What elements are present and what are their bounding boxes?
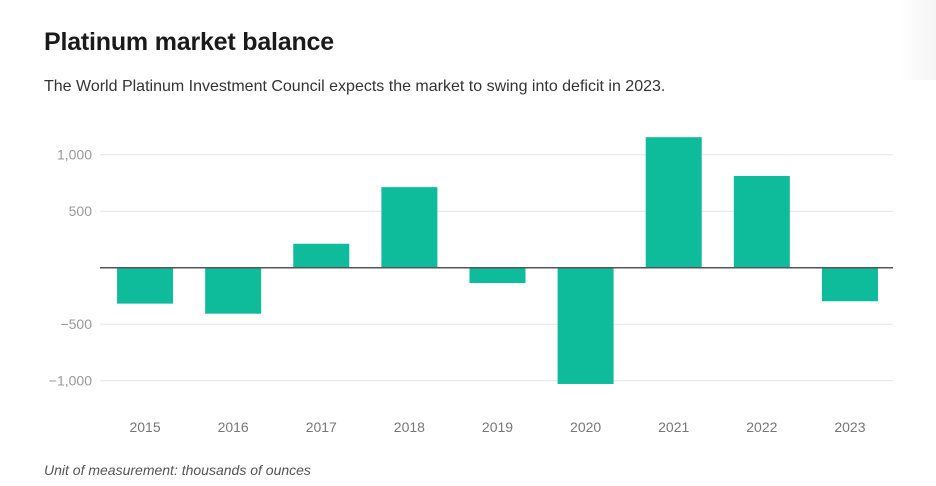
x-tick-label: 2015 [129,419,160,435]
bar-2019 [469,267,526,284]
y-axis-ticks: 1,000 500 −500 −1,000 [49,147,92,389]
bar-2021 [645,137,702,268]
x-tick-label: 2017 [306,419,337,435]
x-tick-label: 2018 [394,419,425,435]
chart-subtitle: The World Platinum Investment Council ex… [44,78,666,95]
y-tick-label: 1,000 [57,147,92,163]
x-tick-label: 2023 [834,419,865,435]
x-tick-label: 2020 [570,419,601,435]
bars [117,137,878,384]
window-edge-shadow [896,0,936,80]
x-tick-label: 2021 [658,419,689,435]
x-tick-label: 2022 [746,419,777,435]
bar-2017 [293,243,350,268]
bar-2018 [381,187,438,268]
y-tick-label: −500 [60,316,92,332]
x-axis-ticks: 2015 2016 2017 2018 2019 2020 2021 2022 2023 [129,419,865,435]
bar-2022 [733,175,790,268]
bar-2020 [557,267,614,384]
gridlines [100,154,893,382]
bar-2016 [205,267,262,314]
bar-2015 [117,267,174,304]
chart-title: Platinum market balance [44,28,334,56]
y-tick-label: −1,000 [49,373,92,389]
unit-footnote: Unit of measurement: thousands of ounces [44,462,311,478]
y-tick-label: 500 [69,203,93,219]
x-tick-label: 2019 [482,419,513,435]
bar-2023 [821,267,878,302]
x-tick-label: 2016 [218,419,249,435]
